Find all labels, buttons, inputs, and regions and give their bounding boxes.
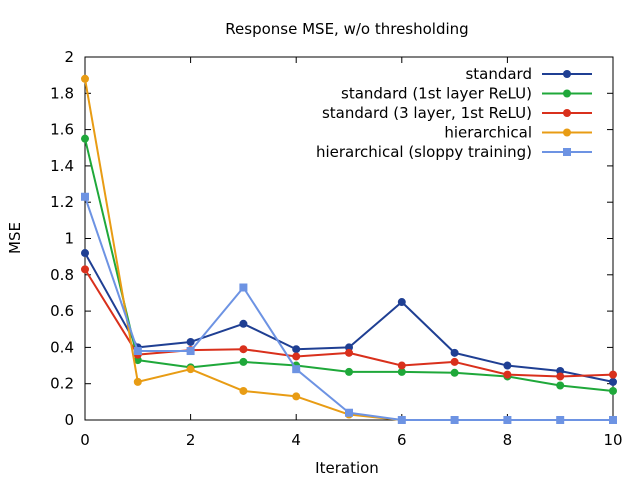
y-tick-label: 0.8 <box>50 266 74 284</box>
data-point <box>292 365 301 374</box>
data-point <box>81 74 89 83</box>
data-point <box>397 361 406 370</box>
data-point <box>609 370 617 379</box>
data-point <box>239 357 248 366</box>
x-tick-label: 10 <box>603 431 622 449</box>
legend-marker <box>563 89 571 98</box>
data-point <box>345 408 353 417</box>
data-point <box>186 337 195 346</box>
legend-label: hierarchical <box>444 124 532 142</box>
y-tick-label: 0.2 <box>50 375 74 393</box>
legend-label: standard (1st layer ReLU) <box>341 85 532 103</box>
legend-marker <box>563 128 571 137</box>
legend-label: hierarchical (sloppy training) <box>316 143 532 161</box>
x-tick-label: 6 <box>397 431 407 449</box>
legend-label: standard <box>465 65 532 83</box>
y-tick-label: 1.2 <box>50 193 74 211</box>
legend-marker <box>563 109 571 117</box>
data-point <box>450 357 459 366</box>
y-tick-label: 0.4 <box>50 338 74 356</box>
x-axis-label: Iteration <box>315 459 379 477</box>
legend-marker <box>563 70 571 78</box>
y-tick-label: 1 <box>64 230 74 248</box>
data-point <box>239 345 248 354</box>
data-point <box>345 348 353 357</box>
y-tick-label: 0.6 <box>50 302 74 320</box>
data-point <box>397 416 406 424</box>
data-point <box>397 367 406 376</box>
data-point <box>609 377 617 386</box>
y-tick-label: 1.6 <box>50 121 74 139</box>
data-point <box>186 347 195 356</box>
series-line <box>84 252 614 383</box>
data-point <box>609 386 617 395</box>
series-line <box>84 196 613 421</box>
data-point <box>345 367 353 376</box>
data-point <box>292 345 301 354</box>
data-point <box>609 416 617 424</box>
data-point <box>556 416 565 424</box>
y-tick-label: 1.4 <box>50 157 74 175</box>
series-hierarchical-sloppy-training <box>81 192 617 424</box>
y-tick-label: 2 <box>64 48 74 66</box>
data-point <box>133 377 142 386</box>
x-tick-label: 4 <box>291 431 301 449</box>
data-point <box>292 352 301 361</box>
y-tick-label: 1.8 <box>50 84 74 102</box>
legend-marker <box>563 148 571 156</box>
x-tick-label: 0 <box>80 431 90 449</box>
data-point <box>450 368 459 377</box>
data-point <box>450 416 459 424</box>
y-axis-label: MSE <box>6 222 24 254</box>
data-point <box>450 348 459 357</box>
data-point <box>397 298 406 307</box>
data-point <box>81 249 89 258</box>
data-point <box>503 361 512 370</box>
data-point <box>239 319 248 328</box>
data-point <box>81 265 89 274</box>
legend-label: standard (3 layer, 1st ReLU) <box>322 104 532 122</box>
legend: standard standard (1st layer ReLU)standar… <box>316 65 592 161</box>
y-tick-label: 0 <box>64 411 74 429</box>
x-tick-label: 8 <box>503 431 513 449</box>
data-point <box>556 381 565 390</box>
data-point <box>556 372 565 381</box>
data-point <box>239 283 248 292</box>
data-point <box>81 192 89 201</box>
series-layer <box>81 74 617 424</box>
data-point <box>239 386 248 395</box>
axis-ticks: 0 2 4 6 8 10 0 0.2 0.4 0.6 0.8 1 1.2 1.4 1.6 1.8 2 <box>50 48 622 449</box>
data-point <box>503 370 512 379</box>
x-tick-label: 2 <box>186 431 196 449</box>
data-point <box>186 365 195 374</box>
data-point <box>133 347 142 356</box>
series-standard <box>81 249 617 386</box>
data-point <box>292 392 301 401</box>
data-point <box>81 134 89 143</box>
data-point <box>503 416 512 424</box>
chart-title: Response MSE, w/o thresholding <box>225 20 468 38</box>
series-line <box>84 268 614 378</box>
